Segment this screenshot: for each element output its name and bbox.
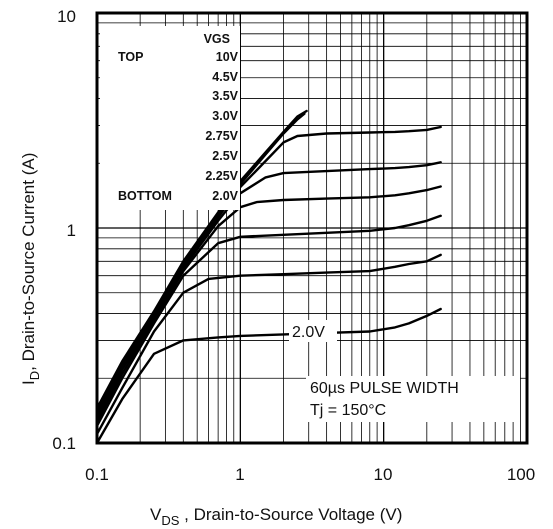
legend-entry: 10V [216, 50, 239, 64]
legend: VGS TOP BOTTOM 10V 4.5V 3.5V 3.0V 2.75V … [100, 26, 240, 210]
series-line [95, 161, 442, 420]
legend-entry: 3.5V [212, 89, 238, 103]
series-line [95, 214, 442, 428]
y-tick-label: 10 [57, 7, 76, 26]
annotation-background [289, 320, 337, 342]
legend-entry: 3.0V [212, 109, 238, 123]
series-line [95, 185, 442, 424]
tick-labels: 0.1 1 10 100 0.1 1 10 [52, 7, 535, 484]
note-line: 60µs PULSE WIDTH [310, 380, 459, 397]
x-tick-label: 1 [235, 465, 244, 484]
legend-top-label: TOP [118, 50, 143, 64]
pulse-note: 60µs PULSE WIDTH Tj = 150°C [306, 376, 520, 422]
y-axis-label-rest: , Drain-to-Source Current (A) [19, 153, 38, 371]
note-line: Tj = 150°C [310, 402, 386, 419]
legend-entry: 4.5V [212, 70, 238, 84]
y-tick-label: 0.1 [52, 434, 76, 453]
legend-header: VGS [204, 32, 230, 46]
y-tick-label: 1 [67, 221, 76, 240]
x-axis-label-sub: DS [161, 513, 179, 528]
curves [95, 109, 442, 445]
curve-annotation: 2.0V [289, 320, 337, 342]
legend-bottom-label: BOTTOM [118, 189, 172, 203]
plot-frame [95, 11, 529, 445]
y-axis-label-main: I [19, 380, 38, 385]
x-axis-label-main: V [150, 505, 162, 524]
series-line [95, 253, 442, 436]
x-axis-label-rest: , Drain-to-Source Voltage (V) [179, 505, 402, 524]
legend-background [100, 26, 240, 210]
series-line [95, 307, 442, 445]
legend-entry: 2.5V [212, 149, 238, 163]
x-tick-label: 100 [507, 465, 535, 484]
x-axis-label: VDS , Drain-to-Source Voltage (V) [150, 505, 402, 528]
legend-entry: 2.0V [212, 189, 238, 203]
y-axis-label: ID, Drain-to-Source Current (A) [19, 153, 42, 385]
y-axis-label-sub: D [27, 371, 42, 380]
legend-entry: 2.25V [205, 169, 238, 183]
annotation-label: 2.0V [292, 324, 325, 341]
legend-entry: 2.75V [205, 129, 238, 143]
note-background [306, 376, 520, 422]
x-tick-label: 0.1 [85, 465, 109, 484]
x-tick-label: 10 [374, 465, 393, 484]
